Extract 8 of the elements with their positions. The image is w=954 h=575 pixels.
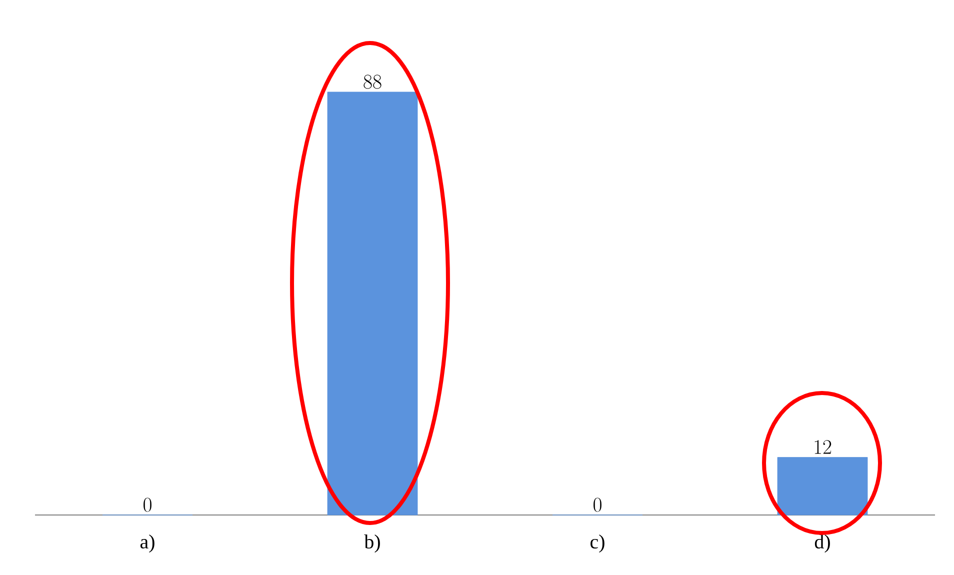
data-label: 12	[814, 440, 832, 454]
x-tick-label: a)	[140, 534, 154, 553]
data-label: 88	[364, 74, 382, 89]
x-tick-label: c)	[590, 534, 604, 553]
x-tick-label: b)	[364, 534, 380, 553]
x-tick-label: d)	[814, 534, 830, 553]
data-label: 0	[594, 498, 602, 512]
data-label: 0	[144, 498, 152, 512]
